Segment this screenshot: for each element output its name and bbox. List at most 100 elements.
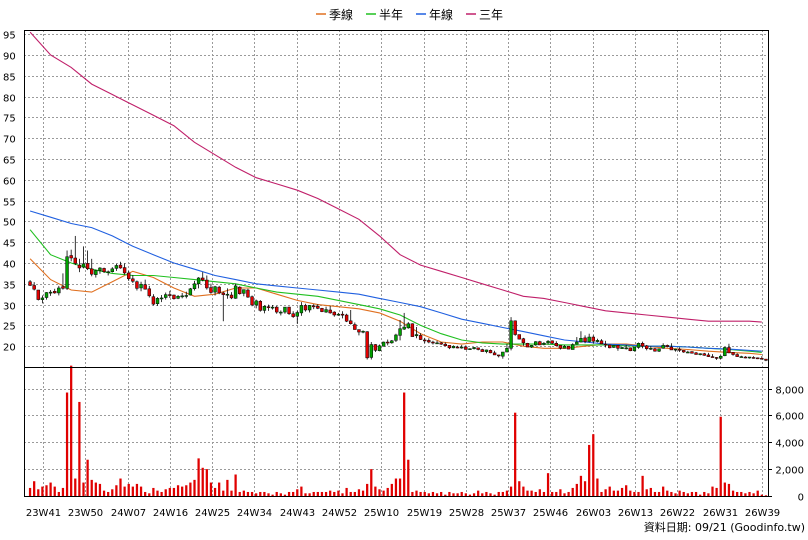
candle — [497, 354, 501, 358]
volume-bar — [205, 469, 208, 496]
x-tick-label: 24W16 — [153, 508, 188, 519]
candle — [686, 350, 690, 354]
volume-bar — [296, 489, 299, 496]
candle — [735, 353, 739, 358]
volume-bar — [662, 486, 665, 496]
candle — [233, 283, 238, 299]
candle — [435, 340, 439, 345]
volume-bar — [213, 487, 217, 496]
volume-bar — [715, 487, 718, 496]
candle — [599, 339, 604, 344]
candle — [32, 282, 36, 291]
volume-bar — [637, 491, 640, 496]
volume-bar — [230, 490, 233, 496]
candle — [423, 337, 427, 344]
x-tick-label: 24W25 — [195, 508, 230, 519]
price-tick-label: 90 — [3, 52, 16, 63]
candle — [172, 294, 176, 300]
volume-bar — [255, 493, 258, 496]
legend-label-3: 三年 — [479, 8, 503, 22]
volume-bar — [28, 487, 32, 496]
candle — [468, 348, 472, 350]
candle — [505, 344, 509, 353]
volume-bar — [707, 493, 710, 496]
volume-bar — [690, 491, 694, 496]
volume-bar — [481, 493, 484, 496]
candle — [443, 342, 447, 347]
volume-bar — [82, 482, 85, 496]
volume-bar — [612, 490, 615, 496]
candle — [53, 288, 57, 294]
candle — [694, 352, 698, 355]
volume-bar — [33, 481, 36, 496]
volume-bar — [477, 490, 480, 496]
volume-bar — [353, 491, 356, 496]
volume-bar — [267, 493, 270, 496]
candle — [571, 343, 575, 350]
volume-bar — [102, 490, 106, 496]
candle — [624, 344, 628, 350]
volume-bar — [731, 490, 735, 496]
candle — [365, 331, 369, 360]
volume-bar — [588, 444, 591, 496]
candle — [114, 263, 119, 271]
candle — [262, 305, 267, 314]
candle — [451, 345, 456, 349]
volume-bar — [357, 489, 361, 496]
volume-bar — [394, 478, 398, 496]
candle — [270, 305, 275, 310]
volume-bar — [61, 487, 65, 496]
candle — [669, 343, 674, 351]
volume-bar — [41, 486, 44, 496]
candle — [402, 312, 406, 330]
volume-bar — [242, 490, 245, 496]
volume-bar — [608, 486, 611, 496]
volume-bar — [600, 491, 603, 496]
candle — [566, 345, 571, 350]
volume-bar — [468, 494, 472, 496]
candle — [521, 337, 526, 346]
candle — [751, 356, 756, 359]
candle — [279, 310, 283, 316]
price-tick-label: 55 — [3, 198, 16, 209]
candle — [65, 250, 69, 291]
candle — [731, 352, 735, 356]
candle — [583, 335, 587, 344]
volume-bar — [653, 491, 657, 496]
volume-bar — [172, 487, 176, 496]
candle — [690, 351, 694, 354]
price-tick-label: 40 — [3, 260, 16, 271]
candle — [484, 349, 489, 354]
candle — [760, 356, 764, 360]
volume-bar — [271, 494, 274, 496]
candle — [534, 341, 538, 346]
volume-bar — [546, 473, 550, 496]
volume-bar — [341, 493, 344, 496]
candle — [657, 348, 661, 353]
x-tick-label: 24W43 — [280, 508, 315, 519]
candle — [373, 344, 378, 353]
volume-bar — [386, 487, 389, 496]
candle — [517, 334, 521, 340]
volume-bar — [744, 493, 747, 496]
candle — [369, 342, 373, 360]
price-tick-label: 70 — [3, 135, 16, 146]
price-tick-label: 80 — [3, 94, 16, 105]
candle — [266, 304, 271, 311]
volume-bar — [423, 491, 426, 496]
candle — [303, 303, 308, 312]
candle — [529, 344, 534, 348]
volume-bar — [583, 481, 587, 496]
candlesticks — [28, 235, 768, 362]
candle — [645, 344, 649, 351]
candle — [139, 281, 143, 292]
candle — [595, 338, 600, 343]
volume-bar — [49, 482, 52, 496]
volume-bar — [419, 491, 422, 496]
volume-bar — [719, 416, 722, 496]
candle — [702, 352, 706, 356]
price-tick-label: 95 — [3, 31, 16, 42]
volume-bar — [86, 459, 89, 496]
volume-bar — [197, 458, 200, 496]
candle — [386, 339, 390, 346]
